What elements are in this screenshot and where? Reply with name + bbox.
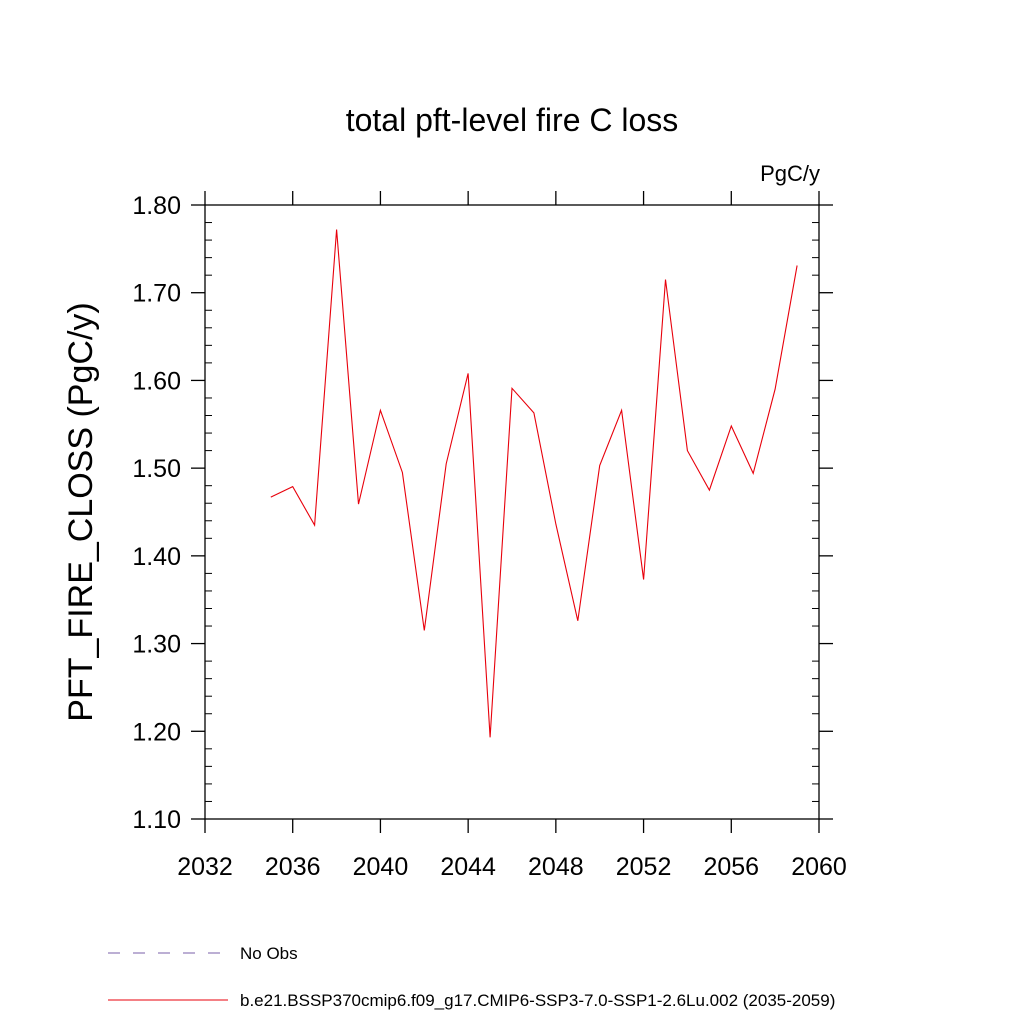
legend-label-model-run: b.e21.BSSP370cmip6.f09_g17.CMIP6-SSP3-7.… xyxy=(240,991,835,1010)
series-layer xyxy=(270,229,798,738)
x-tick-label-1: 2036 xyxy=(265,853,321,881)
x-tick-label-7: 2060 xyxy=(791,853,847,881)
y-tick-label-2: 1.30 xyxy=(132,631,181,659)
x-tick-label-5: 2052 xyxy=(616,853,672,881)
y-tick-label-1: 1.20 xyxy=(132,718,181,746)
units-label: PgC/y xyxy=(760,161,820,186)
y-tick-label-3: 1.40 xyxy=(132,543,181,571)
plot-frame xyxy=(204,204,820,820)
chart-title: total pft-level fire C loss xyxy=(346,102,679,138)
y-tick-label-5: 1.60 xyxy=(132,367,181,395)
x-tick-label-3: 2044 xyxy=(440,853,496,881)
y-axis-label: PFT_FIRE_CLOSS (PgC/y) xyxy=(62,302,100,721)
legend-label-no-obs: No Obs xyxy=(240,944,298,963)
axis-ticks: 2032 2036 2040 2044 2048 2052 2056 2060 1.10 1.20… xyxy=(132,191,847,881)
y-tick-label-6: 1.70 xyxy=(132,280,181,308)
x-tick-label-4: 2048 xyxy=(528,853,584,881)
x-tick-label-0: 2032 xyxy=(177,853,233,881)
y-tick-label-0: 1.10 xyxy=(132,806,181,834)
x-tick-label-2: 2040 xyxy=(353,853,409,881)
x-tick-label-6: 2056 xyxy=(703,853,759,881)
y-tick-label-7: 1.80 xyxy=(132,192,181,220)
legend: No Obs b.e21.BSSP370cmip6.f09_g17.CMIP6-… xyxy=(108,944,835,1010)
y-tick-label-4: 1.50 xyxy=(132,455,181,483)
series-line-0 xyxy=(270,229,798,738)
